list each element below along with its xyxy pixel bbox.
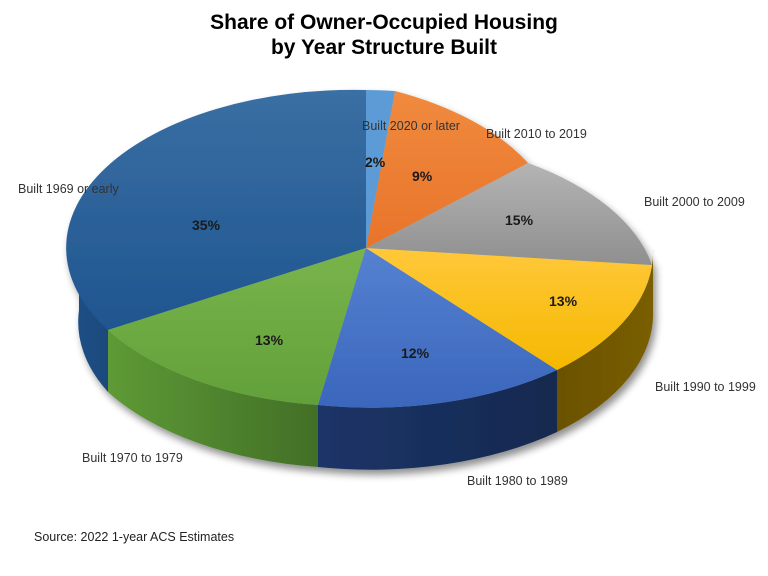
chart-title-line2: by Year Structure Built xyxy=(270,36,498,59)
source-note: Source: 2022 1-year ACS Estimates xyxy=(34,530,235,544)
side-1969-or-earlier xyxy=(78,248,108,392)
slice-2020-or-later xyxy=(366,90,395,248)
pct-1980-1989: 12% xyxy=(401,345,430,361)
pct-2020-or-later: 2% xyxy=(365,154,386,170)
pct-1970-1979: 13% xyxy=(255,332,284,348)
label-1969-or-earlier: Built 1969 or early xyxy=(18,182,120,196)
label-2000-2009: Built 2000 to 2009 xyxy=(644,195,745,209)
side-1990-1999 xyxy=(557,248,654,432)
chart-title: Share of Owner-Occupied Housing by Year … xyxy=(0,10,768,60)
side-1970-1979 xyxy=(108,330,318,467)
chart-title-line1: Share of Owner-Occupied Housing xyxy=(210,11,558,34)
label-2010-2019: Built 2010 to 2019 xyxy=(486,127,587,141)
label-1970-1979: Built 1970 to 1979 xyxy=(82,451,183,465)
label-2020-or-later: Built 2020 or later xyxy=(362,119,460,133)
pct-1969-or-earlier: 35% xyxy=(192,217,221,233)
label-1990-1999: Built 1990 to 1999 xyxy=(655,380,756,394)
slice-2010-2019 xyxy=(366,91,528,248)
slice-1980-1989 xyxy=(318,248,557,408)
slice-1970-1979 xyxy=(108,248,366,405)
side-1980-1989 xyxy=(318,370,557,470)
label-1980-1989: Built 1980 to 1989 xyxy=(467,474,568,488)
slice-2000-2009 xyxy=(366,163,652,265)
slice-1990-1999 xyxy=(366,248,652,370)
pct-2000-2009: 15% xyxy=(505,212,534,228)
pct-1990-1999: 13% xyxy=(549,293,578,309)
pie-body xyxy=(66,89,654,470)
slice-1969-or-earlier xyxy=(66,89,367,330)
pct-2010-2019: 9% xyxy=(412,168,433,184)
